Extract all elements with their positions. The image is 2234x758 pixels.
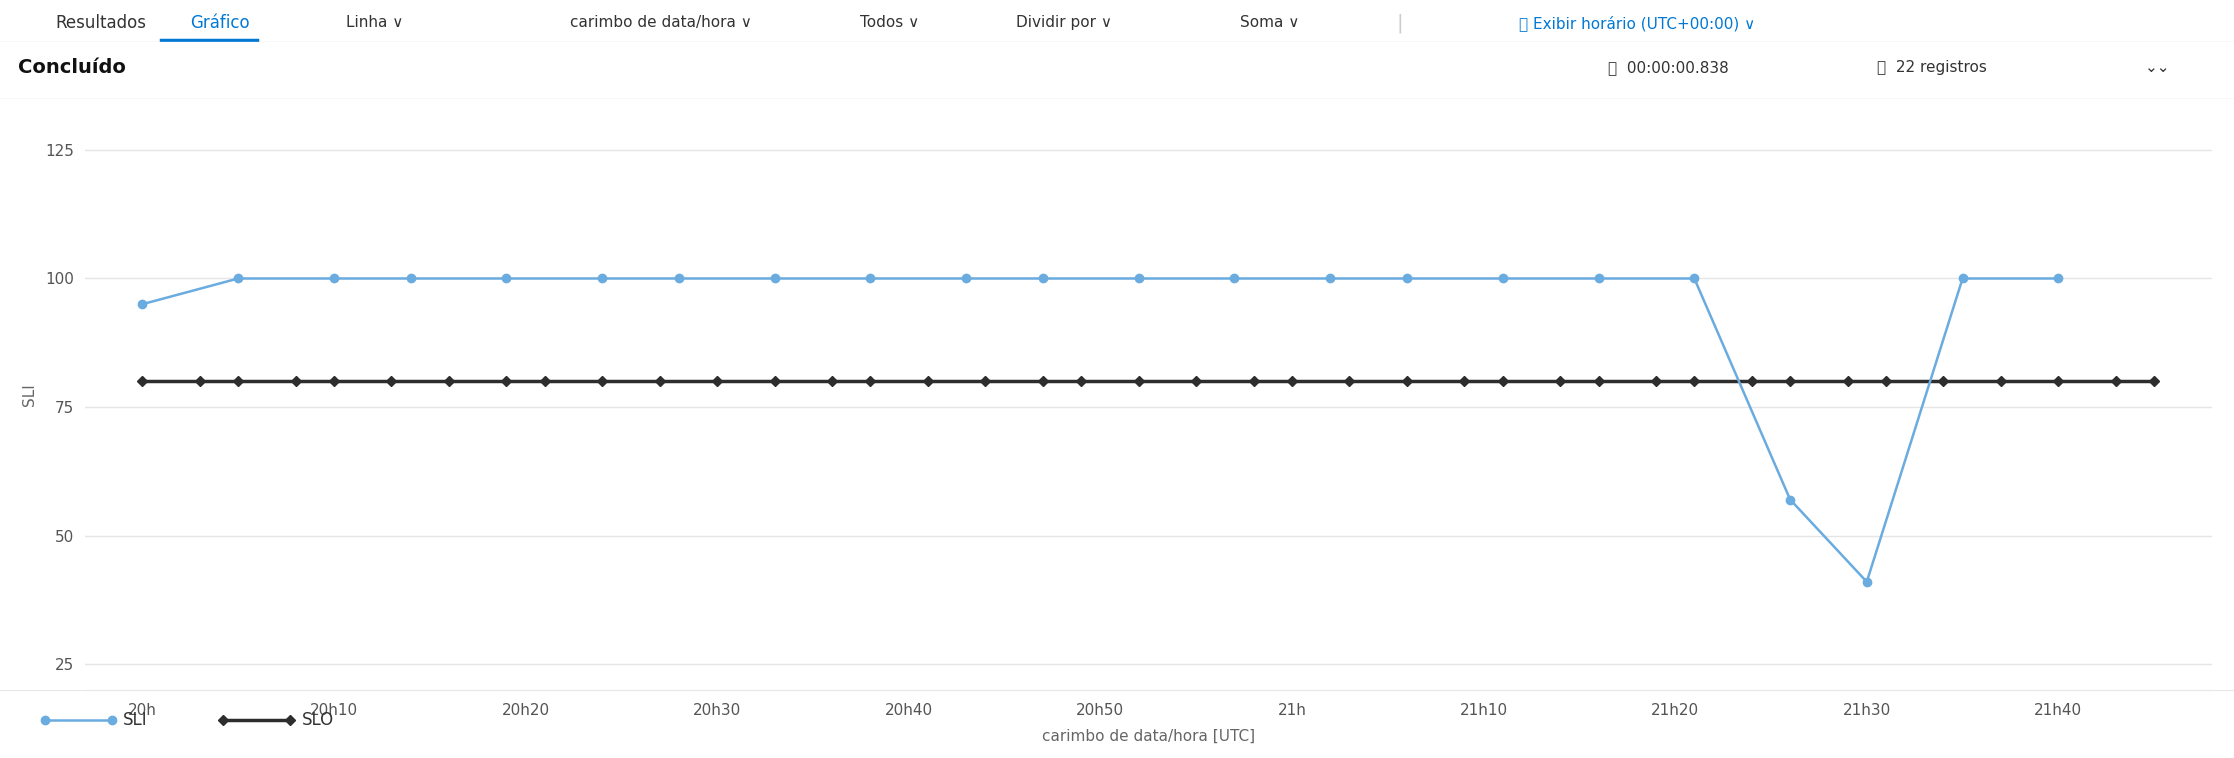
Text: Dividir por ∨: Dividir por ∨ [1016,15,1113,30]
SLO [1680,377,1707,386]
SLI [1680,274,1707,283]
Text: 📋  22 registros: 📋 22 registros [1877,60,1986,75]
SLO [1930,377,1957,386]
SLI [1030,274,1057,283]
SLO [1834,377,1861,386]
SLO [494,377,521,386]
SLO [858,377,885,386]
SLI [1490,274,1517,283]
Text: Gráfico: Gráfico [190,14,250,32]
SLI [858,274,885,283]
SLO [1872,377,1899,386]
SLO [1240,377,1267,386]
SLO [319,377,346,386]
SLO [1030,377,1057,386]
SLO [972,377,999,386]
SLI [130,299,156,309]
SLO [1586,377,1613,386]
Text: SLO: SLO [302,712,333,729]
Text: |: | [1396,13,1403,33]
SLO [436,377,462,386]
SLO [1490,377,1517,386]
SLO [818,377,844,386]
SLI [666,274,693,283]
SLO [590,377,617,386]
Text: Concluído: Concluído [18,58,125,77]
SLO [704,377,731,386]
SLO [1336,377,1363,386]
SLO [1068,377,1095,386]
SLO [2140,377,2167,386]
SLI [762,274,789,283]
SLO [914,377,941,386]
Text: carimbo de data/hora ∨: carimbo de data/hora ∨ [570,15,751,30]
SLI [2044,274,2071,283]
SLI [319,274,346,283]
Line: SLO: SLO [139,377,2158,385]
X-axis label: carimbo de data/hora [UTC]: carimbo de data/hora [UTC] [1041,729,1256,744]
SLI [1126,274,1153,283]
Text: Resultados: Resultados [56,14,147,32]
Y-axis label: SLI: SLI [22,383,38,406]
SLO [2044,377,2071,386]
SLI [590,274,617,283]
SLO [1452,377,1479,386]
SLO [646,377,672,386]
SLO [1738,377,1765,386]
SLO [1642,377,1669,386]
SLI [954,274,981,283]
SLO [1182,377,1209,386]
Text: Soma ∨: Soma ∨ [1240,15,1300,30]
SLO [185,377,212,386]
SLO [2102,377,2129,386]
SLO [1546,377,1573,386]
Text: ⏱ Exibir horário (UTC+00:00) ∨: ⏱ Exibir horário (UTC+00:00) ∨ [1519,15,1756,31]
SLI [1586,274,1613,283]
SLO [532,377,558,386]
SLI [1222,274,1249,283]
SLO [1394,377,1421,386]
SLO [130,377,156,386]
SLO [762,377,789,386]
SLO [1776,377,1803,386]
SLI [1854,578,1881,587]
Line: SLI: SLI [139,274,2062,586]
SLI [1950,274,1977,283]
SLO [226,377,252,386]
SLO [378,377,404,386]
SLI [398,274,424,283]
SLO [1126,377,1153,386]
SLO [281,377,308,386]
SLI [494,274,521,283]
Text: Linha ∨: Linha ∨ [346,15,404,30]
SLI [1394,274,1421,283]
SLI [1316,274,1343,283]
SLO [1988,377,2015,386]
Text: ⏱  00:00:00.838: ⏱ 00:00:00.838 [1608,60,1729,75]
SLI [1776,495,1803,504]
Text: Todos ∨: Todos ∨ [860,15,920,30]
Text: ⌄⌄: ⌄⌄ [2145,60,2169,75]
Text: SLI: SLI [123,712,147,729]
SLI [226,274,252,283]
SLO [1278,377,1305,386]
